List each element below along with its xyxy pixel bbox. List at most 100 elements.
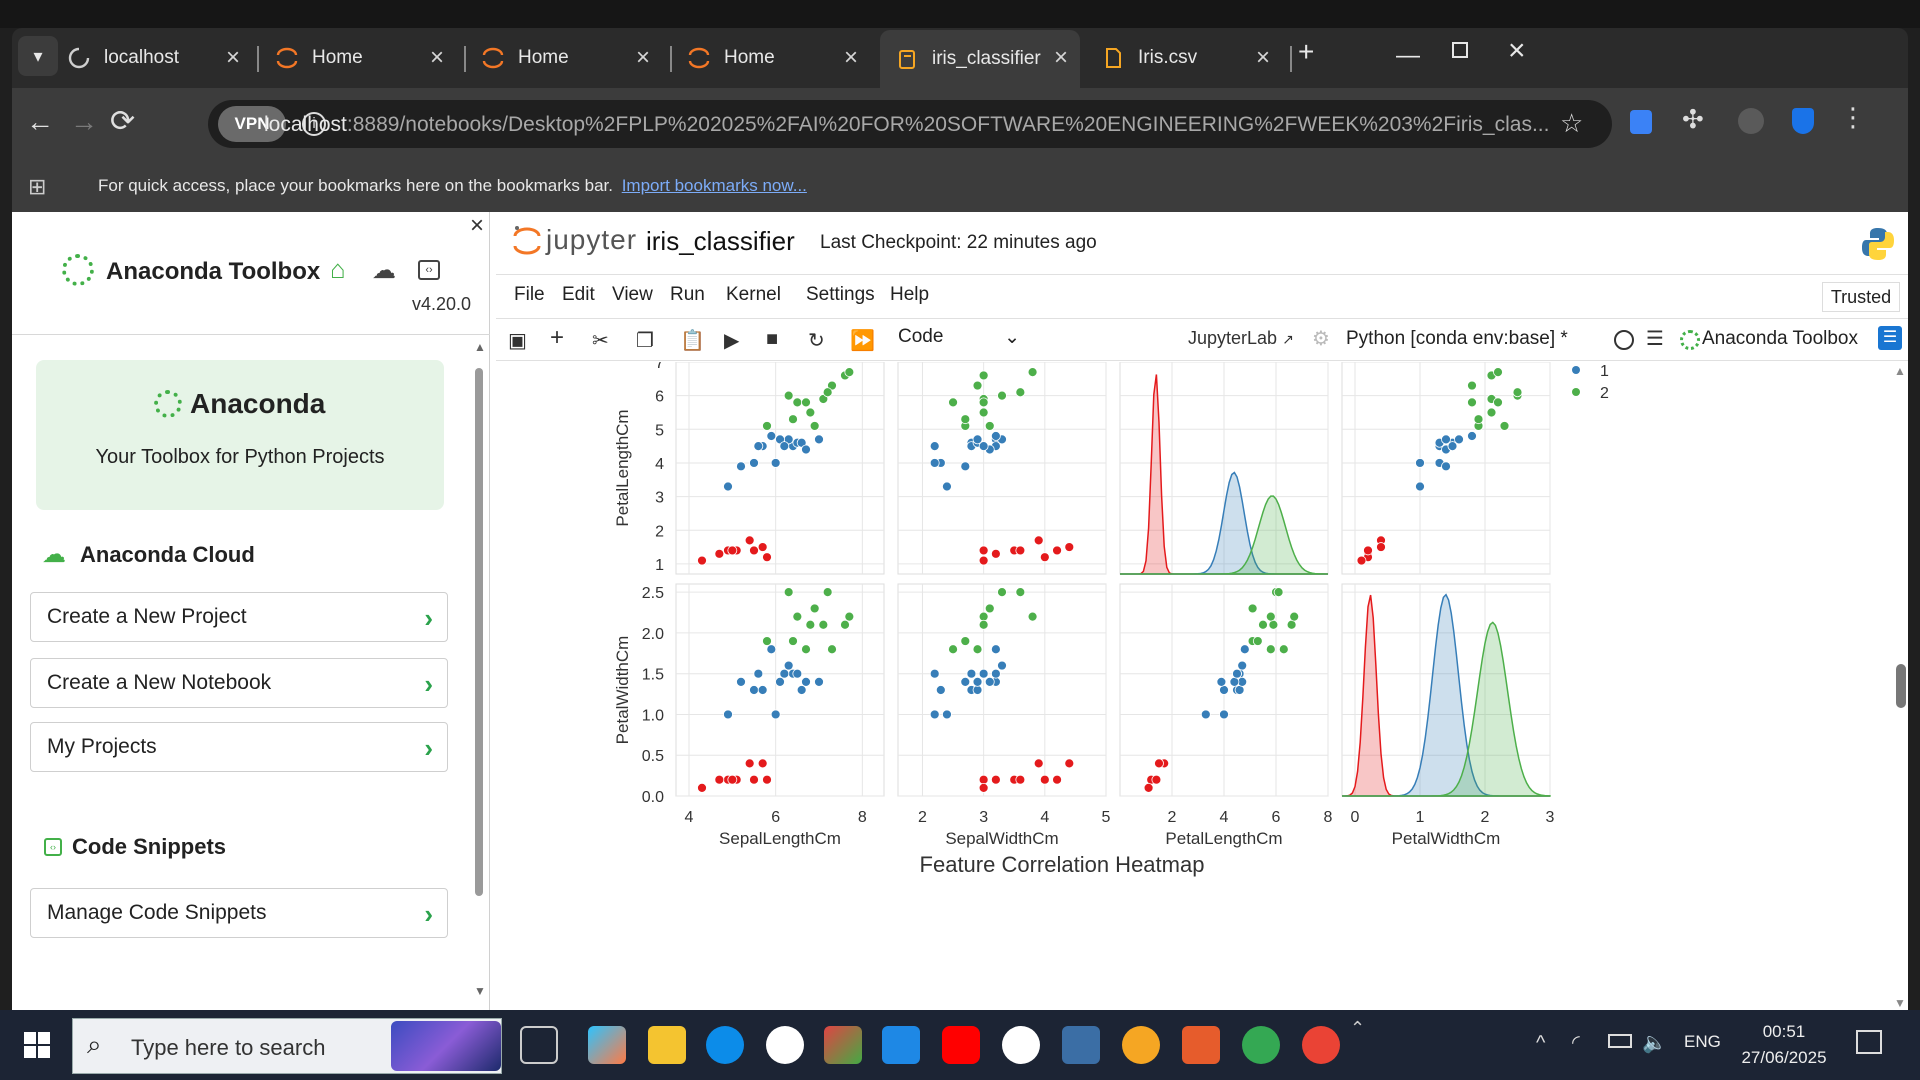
close-icon[interactable]: × bbox=[635, 44, 650, 71]
apps-grid-icon[interactable]: ⊞ bbox=[28, 174, 47, 199]
home-icon[interactable]: ⌂ bbox=[330, 254, 346, 284]
windows-start-icon[interactable] bbox=[24, 1032, 50, 1058]
create-project-button[interactable]: Create a New Project › bbox=[30, 592, 448, 642]
copy-icon[interactable]: ❐ bbox=[636, 330, 654, 352]
url-box[interactable]: VPN i ☆ bbox=[208, 100, 1612, 148]
run-play-icon[interactable]: ▶ bbox=[724, 330, 740, 352]
wifi-icon[interactable]: ◜ bbox=[1572, 1032, 1580, 1054]
tab-home-3[interactable]: Home × bbox=[672, 36, 870, 80]
run-all-icon[interactable]: ⏩ bbox=[850, 330, 875, 352]
jupyterlab-link[interactable]: JupyterLab ↗ bbox=[1188, 328, 1294, 349]
edge-icon[interactable] bbox=[706, 1026, 744, 1064]
back-arrow-icon[interactable]: ← bbox=[26, 106, 54, 137]
close-icon[interactable]: × bbox=[225, 44, 240, 71]
copilot-icon[interactable] bbox=[588, 1026, 626, 1064]
restart-icon[interactable]: ↻ bbox=[808, 330, 825, 352]
scatter-point bbox=[990, 548, 1001, 559]
battery-icon[interactable] bbox=[1608, 1034, 1632, 1048]
notebook-scrollbar[interactable]: ▲ ▼ bbox=[1892, 364, 1908, 1010]
chrome-alt-icon[interactable] bbox=[1302, 1026, 1340, 1064]
menu-settings[interactable]: Settings bbox=[806, 284, 875, 305]
save-icon[interactable]: ▣ bbox=[508, 330, 527, 352]
new-tab-plus-icon[interactable]: + bbox=[1298, 36, 1315, 67]
chrome-icon[interactable] bbox=[1242, 1026, 1280, 1064]
profile-avatar-icon[interactable] bbox=[1738, 108, 1764, 134]
close-icon[interactable]: × bbox=[843, 44, 858, 71]
close-icon[interactable]: × bbox=[429, 44, 444, 71]
cut-scissors-icon[interactable]: ✂ bbox=[592, 330, 609, 352]
kernel-name[interactable]: Python [conda env:base] * bbox=[1346, 328, 1568, 349]
task-view-icon[interactable] bbox=[520, 1026, 558, 1064]
scroll-thumb[interactable] bbox=[1896, 664, 1906, 708]
hamburger-icon[interactable]: ☰ bbox=[1646, 328, 1664, 350]
my-projects-button[interactable]: My Projects › bbox=[30, 722, 448, 772]
manage-snippets-button[interactable]: Manage Code Snippets › bbox=[30, 888, 448, 938]
extensions-puzzle-icon[interactable]: ✣ bbox=[1682, 104, 1704, 134]
create-notebook-button[interactable]: Create a New Notebook › bbox=[30, 658, 448, 708]
scroll-up-icon[interactable]: ▲ bbox=[1894, 364, 1906, 378]
file-explorer-icon[interactable] bbox=[648, 1026, 686, 1064]
close-icon[interactable]: × bbox=[1053, 44, 1068, 71]
stop-icon[interactable]: ■ bbox=[766, 328, 779, 350]
menu-view[interactable]: View bbox=[612, 284, 653, 305]
language-indicator[interactable]: ENG bbox=[1684, 1032, 1721, 1051]
trusted-badge[interactable]: Trusted bbox=[1822, 282, 1900, 312]
url-text[interactable]: localhost:8889/notebooks/Desktop%2FPLP%2… bbox=[264, 113, 1549, 137]
scatter-point bbox=[1467, 380, 1477, 391]
security-shield-icon[interactable] bbox=[1792, 108, 1814, 134]
vpn-badge[interactable]: VPN bbox=[218, 106, 286, 142]
import-bookmarks-link[interactable]: Import bookmarks now... bbox=[621, 176, 807, 195]
mysql-workbench-icon[interactable] bbox=[1062, 1026, 1100, 1064]
menu-edit[interactable]: Edit bbox=[562, 284, 595, 305]
vscode-icon[interactable] bbox=[882, 1026, 920, 1064]
menu-run[interactable]: Run bbox=[670, 284, 705, 305]
scroll-down-icon[interactable]: ▼ bbox=[1894, 996, 1906, 1010]
app-icon[interactable] bbox=[824, 1026, 862, 1064]
show-hidden-icons[interactable]: ^ bbox=[1536, 1032, 1546, 1054]
close-icon[interactable]: × bbox=[1255, 44, 1270, 71]
property-inspector-icon[interactable]: ☰ bbox=[1878, 326, 1902, 350]
cell-type-select[interactable]: Code ⌄ bbox=[898, 326, 1024, 356]
chrome-profile-icon[interactable] bbox=[766, 1026, 804, 1064]
code-icon[interactable]: ‹› bbox=[418, 260, 440, 280]
reload-icon[interactable]: ⟳ bbox=[110, 105, 136, 138]
tab-iris-csv[interactable]: Iris.csv × bbox=[1086, 36, 1282, 80]
sidebar-scrollbar[interactable]: ▲ ▼ bbox=[472, 340, 486, 1000]
volume-icon[interactable]: 🔈 bbox=[1642, 1032, 1667, 1054]
more-menu-icon[interactable]: ⋮ bbox=[1840, 102, 1866, 132]
youtube-icon[interactable] bbox=[942, 1026, 980, 1064]
menu-help[interactable]: Help bbox=[890, 284, 930, 305]
app-store-icon[interactable] bbox=[1002, 1026, 1040, 1064]
scroll-down-icon[interactable]: ▼ bbox=[474, 984, 486, 998]
sidebar-close-icon[interactable]: × bbox=[470, 212, 485, 239]
tab-home-1[interactable]: Home × bbox=[260, 36, 456, 80]
site-info-icon[interactable]: i bbox=[302, 112, 326, 136]
taskbar-overflow-icon[interactable]: ⌃ bbox=[1350, 1018, 1366, 1038]
paste-icon[interactable]: 📋 bbox=[680, 330, 705, 352]
tab-search-chevron-icon[interactable]: ▾ bbox=[18, 36, 58, 76]
window-close-icon[interactable]: × bbox=[1508, 34, 1526, 67]
notebook-name[interactable]: iris_classifier bbox=[646, 226, 795, 256]
clock-date[interactable]: 27/06/2025 bbox=[1741, 1048, 1827, 1067]
maximize-icon[interactable] bbox=[1452, 42, 1468, 58]
notifications-icon[interactable] bbox=[1856, 1030, 1882, 1054]
password-lock-icon[interactable] bbox=[1630, 110, 1652, 134]
scroll-thumb[interactable] bbox=[475, 368, 483, 896]
taskbar-search-box[interactable]: ⌕ Type here to search bbox=[72, 1018, 502, 1074]
forward-arrow-icon[interactable]: → bbox=[70, 106, 98, 137]
minimize-icon[interactable]: — bbox=[1396, 42, 1420, 69]
bookmark-star-icon[interactable]: ☆ bbox=[1560, 108, 1584, 138]
insert-cell-plus-icon[interactable]: + bbox=[550, 324, 565, 351]
tab-home-2[interactable]: Home × bbox=[466, 36, 662, 80]
menu-file[interactable]: File bbox=[514, 284, 545, 305]
settings-gear-icon[interactable]: ⚙ bbox=[1312, 328, 1330, 350]
anaconda-toolbox-label[interactable]: Anaconda Toolbox bbox=[1702, 328, 1858, 349]
cloud-icon[interactable]: ☁ bbox=[372, 257, 396, 284]
tab-localhost[interactable]: localhost × bbox=[52, 36, 252, 80]
menu-kernel[interactable]: Kernel bbox=[726, 284, 781, 305]
clock-time[interactable]: 00:51 bbox=[1762, 1022, 1806, 1041]
tab-iris-classifier[interactable]: iris_classifier × bbox=[880, 30, 1080, 88]
scroll-up-icon[interactable]: ▲ bbox=[474, 340, 486, 354]
sublime-icon[interactable] bbox=[1182, 1026, 1220, 1064]
app-active-icon[interactable] bbox=[1122, 1026, 1160, 1064]
